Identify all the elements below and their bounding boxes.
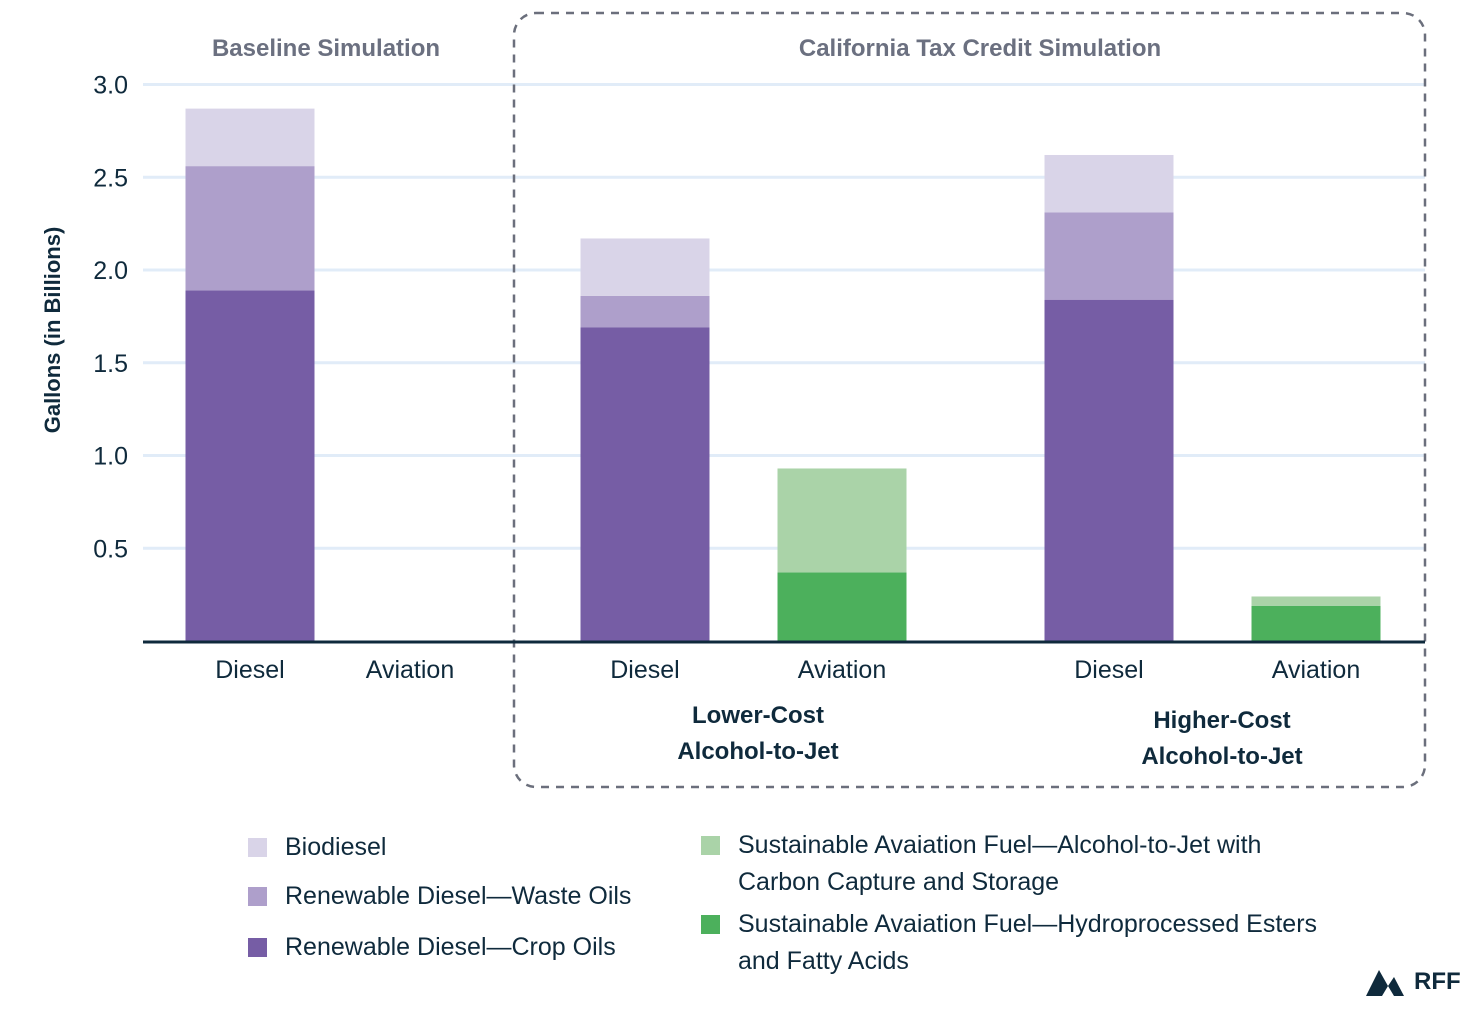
legend-swatch [248,938,267,957]
legend-item: Sustainable Avaiation Fuel—Alcohol-to-Je… [701,827,1261,901]
legend-swatch [248,887,267,906]
bar-segment [777,468,907,573]
y-tick-label: 2.5 [93,164,128,192]
legend-label-line: Renewable Diesel—Crop Oils [285,933,616,961]
legend-item: Sustainable Avaiation Fuel—Hydroprocesse… [701,906,1317,980]
legend-label-line: Biodiesel [285,833,387,861]
group-label: Lower-Cost [692,702,824,729]
bar-segment [1044,154,1174,213]
legend-label-line: Renewable Diesel—Waste Oils [285,882,632,910]
legend-swatch [701,915,720,934]
x-tick-label: Aviation [366,656,455,684]
panel-title: Baseline Simulation [212,35,440,62]
legend-label: Sustainable Avaiation Fuel—Hydroprocesse… [738,906,1317,980]
legend-label-line: Carbon Capture and Storage [738,868,1060,896]
group-label: Alcohol-to-Jet [1141,743,1302,770]
panel-title: California Tax Credit Simulation [799,35,1161,62]
bar-segment [1251,605,1381,641]
bars [185,108,1381,641]
legend-swatch [701,836,720,855]
y-axis-ticks: 0.5 1.0 1.5 2.0 2.5 3.0 [93,72,128,564]
x-tick-label: Diesel [1074,656,1143,684]
x-tick-label: Diesel [215,656,284,684]
y-tick-label: 0.5 [93,535,128,563]
legend-label: Sustainable Avaiation Fuel—Alcohol-to-Je… [738,827,1261,901]
y-tick-label: 1.0 [93,443,128,471]
bar-segment [580,327,710,641]
group-label: Alcohol-to-Jet [677,738,838,765]
legend-label: Biodiesel [285,829,386,866]
bar-segment [777,572,907,641]
mountain-logo-icon [1366,970,1404,996]
legend-swatch [248,838,267,857]
legend-item: Biodiesel [248,829,386,866]
x-tick-label: Aviation [798,656,887,684]
bar-segment [580,238,710,296]
legend-label: Renewable Diesel—Waste Oils [285,878,631,915]
y-tick-label: 1.5 [93,350,128,378]
x-tick-label: Diesel [610,656,679,684]
bar-segment [185,108,315,167]
bar-segment [1251,596,1381,606]
x-axis-labels: Diesel Aviation Diesel Aviation Diesel Aviati… [215,656,1360,770]
chart: 0.5 1.0 1.5 2.0 2.5 3.0 Diesel Aviation Diesel A… [40,11,1427,789]
gridlines [143,83,1425,550]
bar-segment [185,290,315,641]
group-label: Higher-Cost [1153,707,1290,734]
panels: Baseline Simulation California Tax Credit… [212,11,1427,789]
logo-text: RFF [1414,968,1461,995]
y-tick-label: 2.0 [93,257,128,285]
y-tick-label: 3.0 [93,72,128,100]
bar-segment [185,166,315,291]
rff-logo: RFF [1366,968,1461,996]
legend-label-line: Sustainable Avaiation Fuel—Hydroprocesse… [738,910,1318,938]
bar-segment [580,295,710,328]
bar-segment [1044,299,1174,641]
legend-label: Renewable Diesel—Crop Oils [285,929,616,966]
y-axis-label: Gallons (in Billions) [40,227,65,434]
bar-segment [1044,212,1174,300]
legend-item: Renewable Diesel—Crop Oils [248,929,616,966]
legend-label-line: and Fatty Acids [738,947,909,975]
legend-label-line: Sustainable Avaiation Fuel—Alcohol-to-Je… [738,831,1262,859]
legend-item: Renewable Diesel—Waste Oils [248,878,631,915]
tax-credit-panel-box [512,11,1427,789]
x-tick-label: Aviation [1272,656,1361,684]
